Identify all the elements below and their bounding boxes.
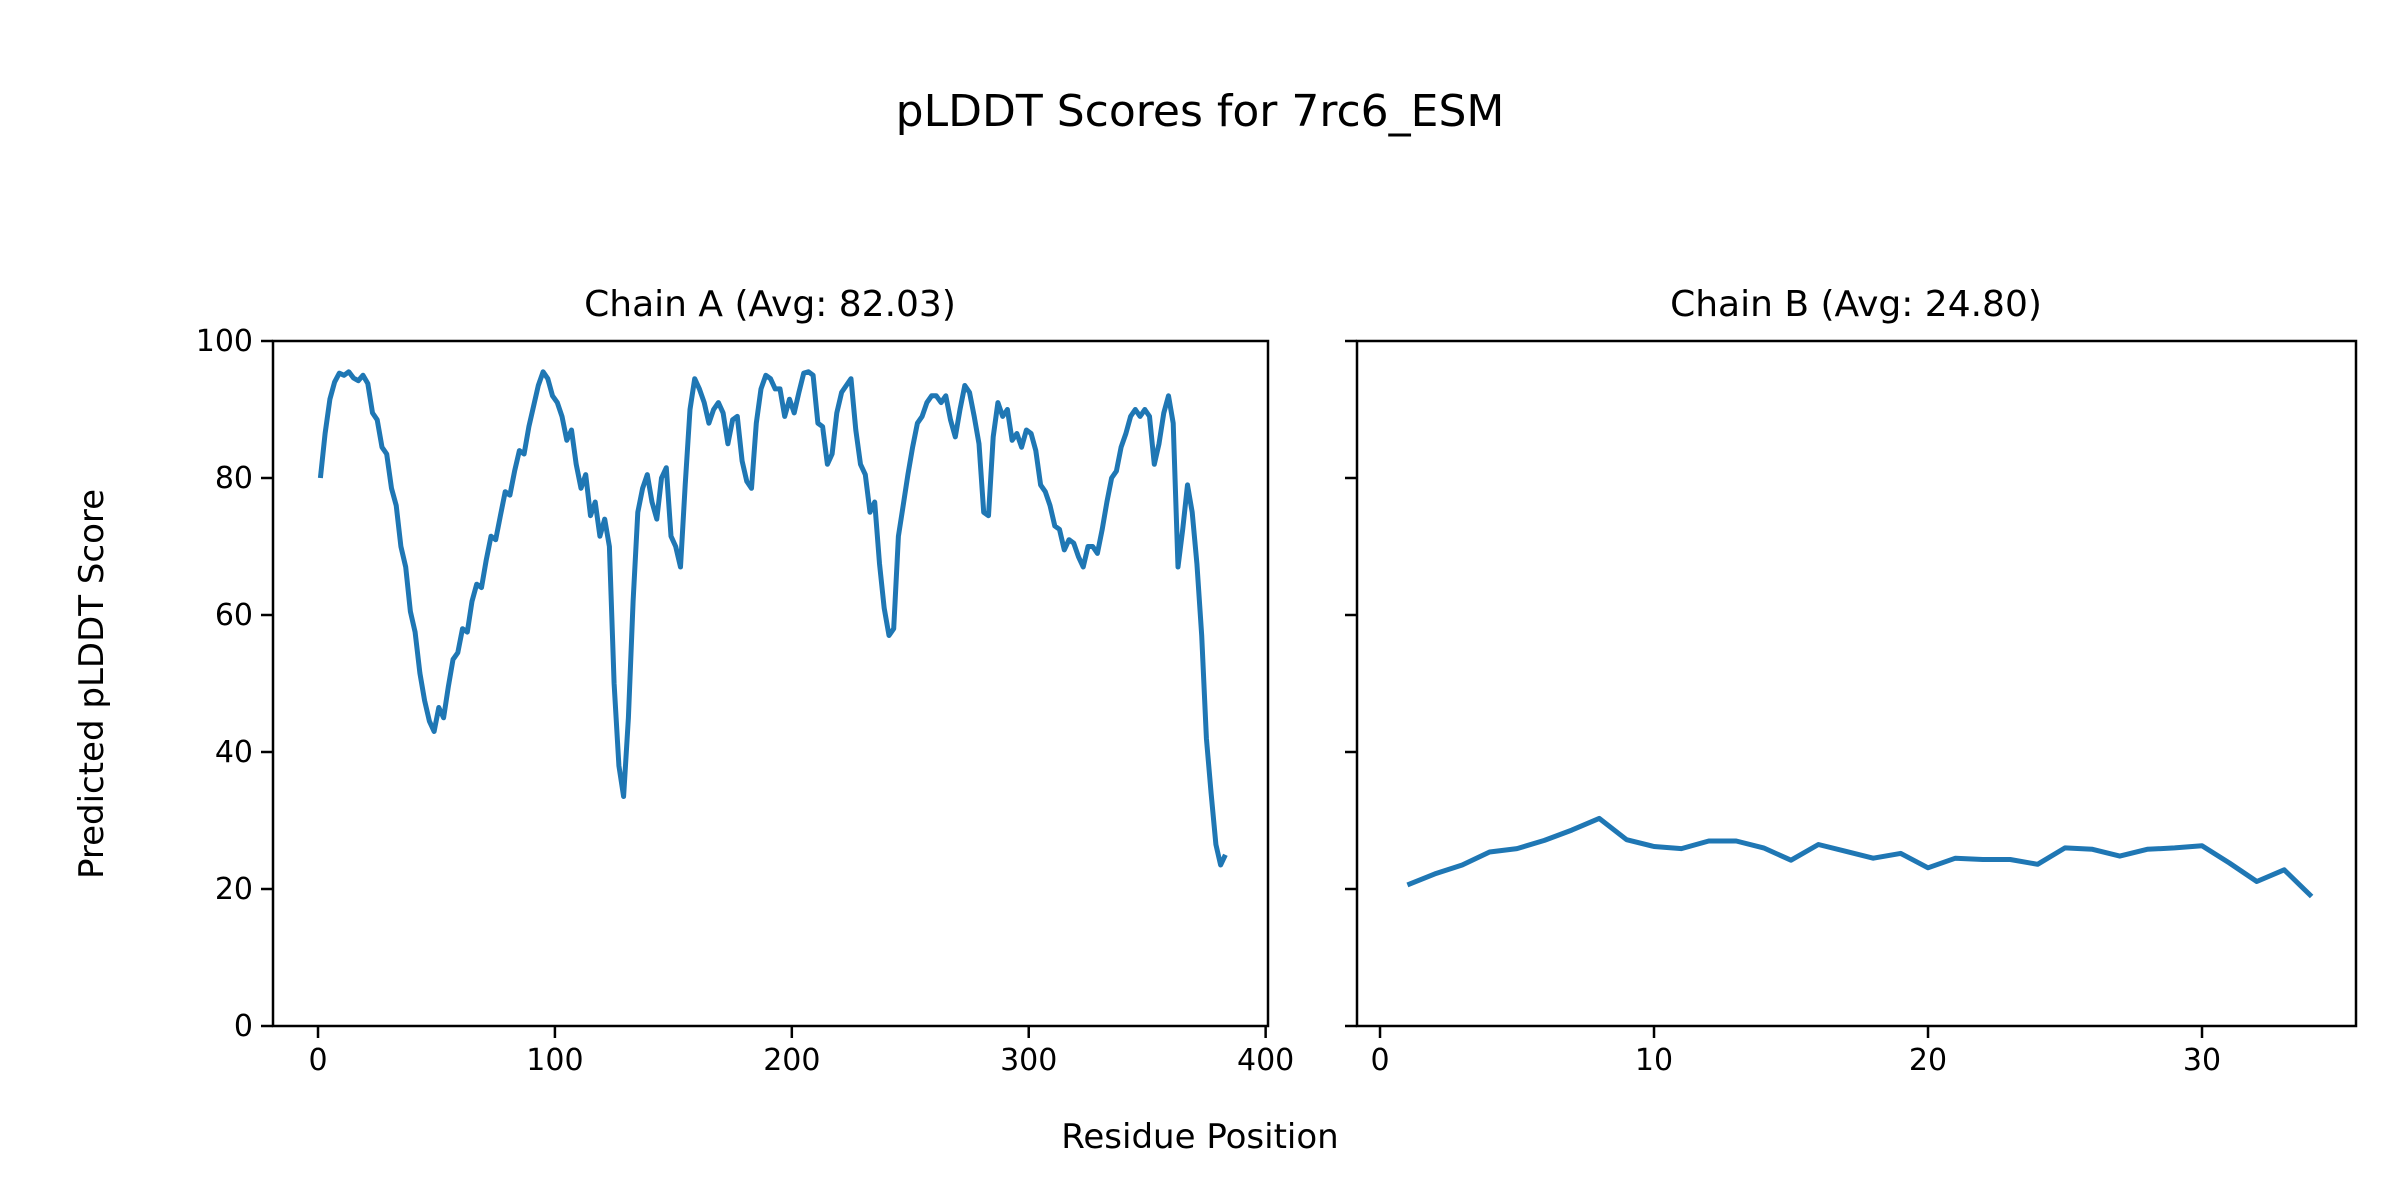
chain-a-axes-box	[271, 339, 1270, 1028]
x-axis-label: Residue Position	[1061, 1117, 1338, 1157]
y-tick-label: 60	[215, 598, 253, 633]
y-tick-label: 80	[215, 461, 253, 496]
plots-group: 0 100 200 300 400 0 20 40 60 80 100 0 10 20 30	[196, 324, 2358, 1078]
x-tick-label: 0	[1370, 1043, 1389, 1078]
figure-title: pLDDT Scores for 7rc6_ESM	[896, 86, 1505, 137]
chain-a-line	[317, 369, 1228, 868]
y-tick-label: 0	[234, 1009, 253, 1044]
y-tick-label: 20	[215, 872, 253, 907]
y-tick-label: 100	[196, 324, 253, 359]
chain-b-subplot-title: Chain B (Avg: 24.80)	[1670, 284, 2042, 325]
x-tick-label: 0	[308, 1043, 327, 1078]
x-tick-label: 10	[1635, 1043, 1673, 1078]
chain-b-plot: 0 10 20 30	[1345, 339, 2358, 1078]
x-tick-label: 300	[1000, 1043, 1057, 1078]
x-tick-label: 100	[526, 1043, 583, 1078]
chain-a-subplot-title: Chain A (Avg: 82.03)	[584, 284, 956, 325]
y-axis-label: Predicted pLDDT Score	[72, 489, 112, 879]
x-tick-label: 200	[763, 1043, 820, 1078]
chain-b-line	[1406, 815, 2314, 899]
chain-b-axes-box	[1355, 339, 2358, 1028]
x-tick-label: 400	[1237, 1043, 1294, 1078]
x-tick-label: 20	[1909, 1043, 1947, 1078]
x-tick-label: 30	[2183, 1043, 2221, 1078]
chain-a-plot: 0 100 200 300 400 0 20 40 60 80 100	[196, 324, 1295, 1078]
y-tick-label: 40	[215, 735, 253, 770]
